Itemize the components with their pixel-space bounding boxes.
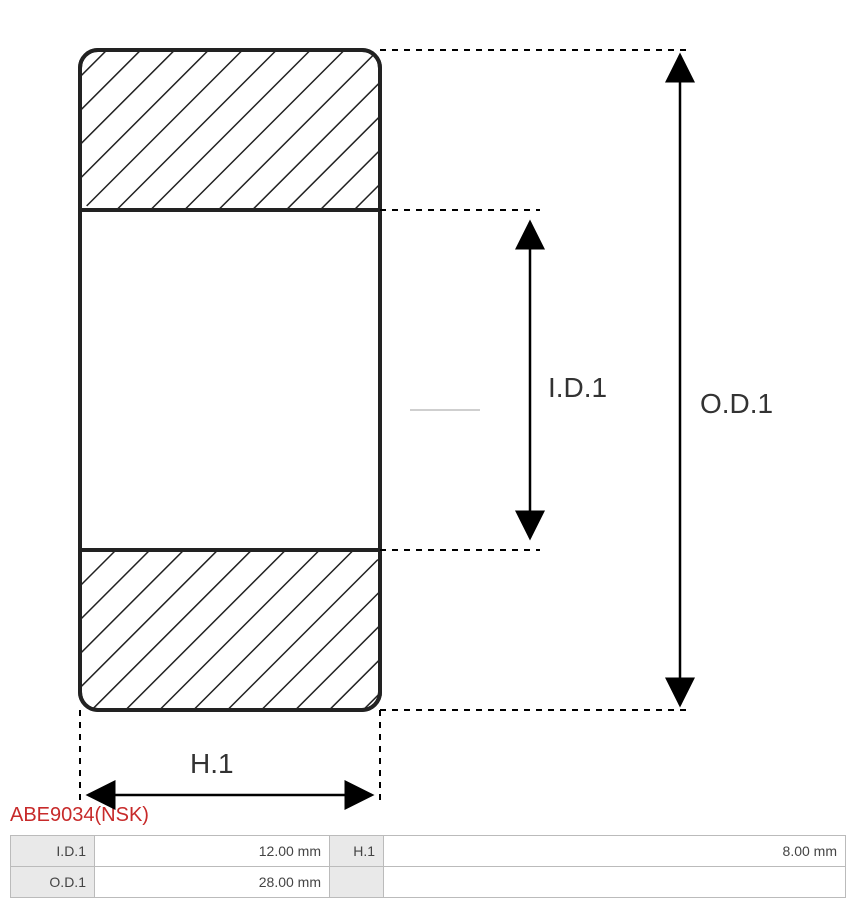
hatch-top bbox=[80, 50, 380, 230]
label-h: H.1 bbox=[190, 748, 234, 780]
table-row: O.D.1 28.00 mm bbox=[11, 867, 846, 898]
spec-key: H.1 bbox=[330, 836, 384, 867]
hatch-bottom bbox=[80, 530, 380, 710]
spec-value: 8.00 mm bbox=[384, 836, 846, 867]
table-row: I.D.1 12.00 mm H.1 8.00 mm bbox=[11, 836, 846, 867]
spec-key bbox=[330, 867, 384, 898]
spec-key: O.D.1 bbox=[11, 867, 95, 898]
spec-value bbox=[384, 867, 846, 898]
diagram-area: I.D.1 O.D.1 H.1 bbox=[0, 0, 848, 800]
spec-table: I.D.1 12.00 mm H.1 8.00 mm O.D.1 28.00 m… bbox=[10, 835, 846, 898]
spec-value: 12.00 mm bbox=[95, 836, 330, 867]
spec-value: 28.00 mm bbox=[95, 867, 330, 898]
spec-key: I.D.1 bbox=[11, 836, 95, 867]
label-od: O.D.1 bbox=[700, 388, 773, 420]
label-id: I.D.1 bbox=[548, 372, 607, 404]
